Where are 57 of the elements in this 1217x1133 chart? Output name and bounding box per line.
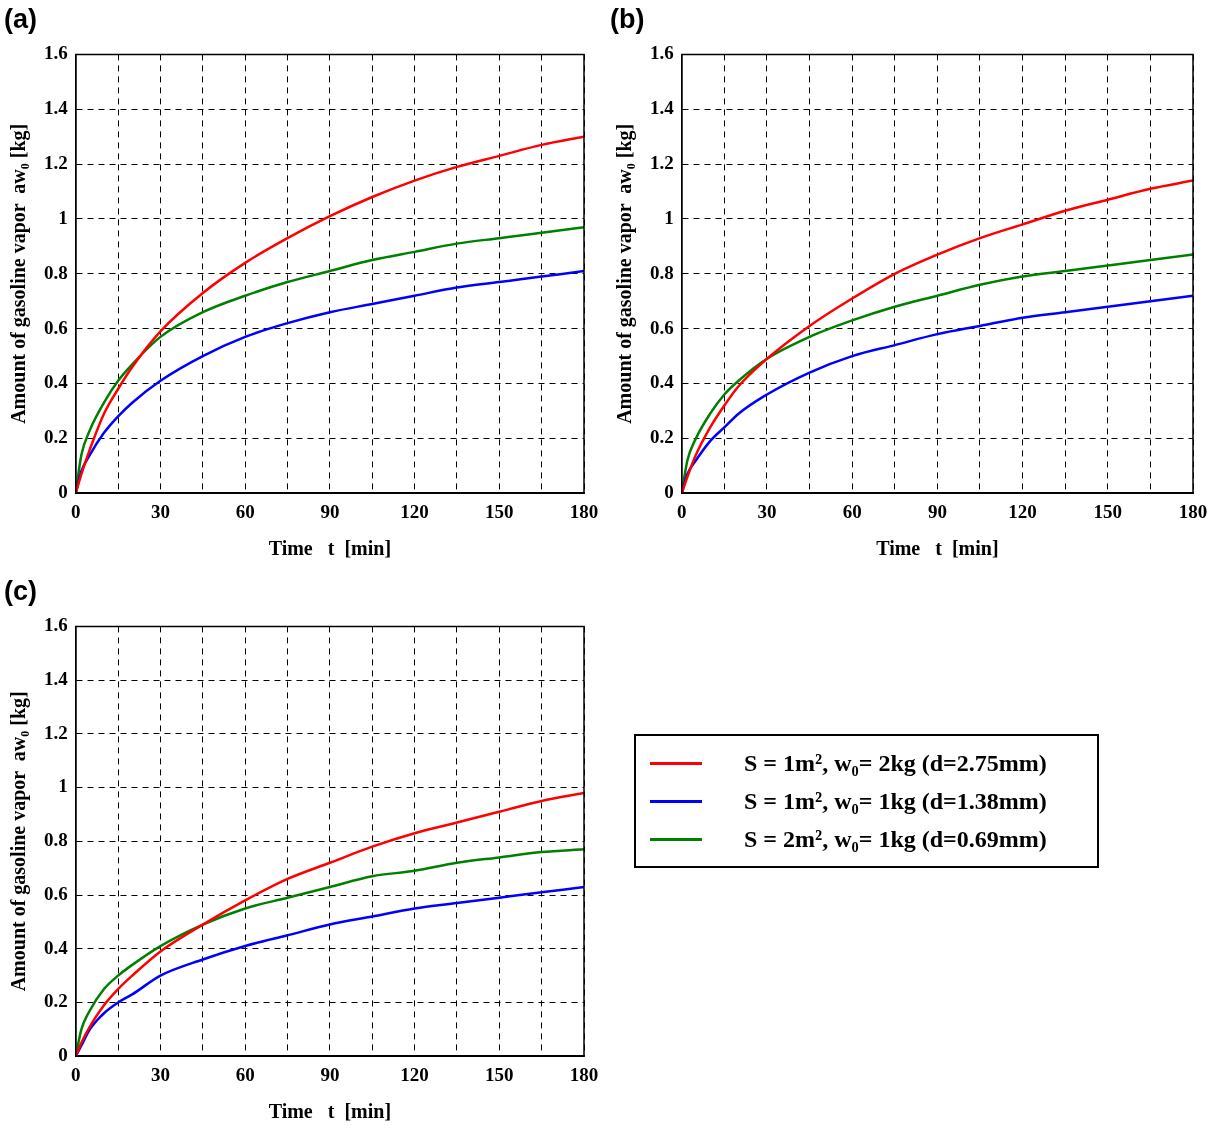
x-tick-label: 180 xyxy=(569,500,599,522)
x-tick-label: 30 xyxy=(150,1063,170,1085)
y-tick-label: 1.4 xyxy=(44,97,69,119)
y-tick-label: 0.6 xyxy=(44,316,68,338)
chart-title: (a) xyxy=(4,3,37,34)
x-axis-title: Time t [min] xyxy=(268,1100,392,1123)
x-tick-label: 120 xyxy=(400,1063,429,1085)
x-tick-label: 150 xyxy=(485,500,514,522)
y-tick-label: 0.8 xyxy=(650,261,674,283)
y-tick-label: 1 xyxy=(664,206,674,228)
legend-label: S = 1m², w₀= 2kg (d=2.75mm) xyxy=(744,749,1047,777)
x-tick-label: 150 xyxy=(1093,500,1123,522)
y-tick-label: 1.6 xyxy=(44,614,68,636)
x-tick-label: 120 xyxy=(1008,500,1037,522)
y-tick-label: 1.2 xyxy=(650,152,674,174)
legend-label: S = 1m², w₀= 1kg (d=1.38mm) xyxy=(744,787,1047,815)
y-tick-label: 0 xyxy=(664,481,674,503)
y-tick-label: 0.4 xyxy=(650,371,675,393)
y-tick-label: 1.4 xyxy=(650,97,675,119)
x-tick-label: 150 xyxy=(485,1063,514,1085)
y-tick-label: 0.2 xyxy=(650,426,674,448)
y-tick-label: 1.6 xyxy=(44,42,68,64)
x-tick-label: 90 xyxy=(320,500,340,522)
y-tick-label: 0 xyxy=(58,481,68,503)
x-tick-label: 120 xyxy=(400,500,429,522)
x-tick-label: 30 xyxy=(757,500,777,522)
y-tick-label: 1.2 xyxy=(44,721,68,743)
x-tick-label: 90 xyxy=(320,1063,340,1085)
y-tick-label: 0.6 xyxy=(650,316,674,338)
y-tick-label: 1 xyxy=(58,206,68,228)
x-tick-label: 90 xyxy=(927,500,947,522)
y-axis-title: Amount of gasoline vapor aw₀ [kg] xyxy=(613,123,637,424)
x-axis-title: Time t [min] xyxy=(876,537,999,560)
y-axis-title: Amount of gasoline vapor aw₀ [kg] xyxy=(7,123,31,424)
legend-label: S = 2m², w₀= 1kg (d=0.69mm) xyxy=(744,825,1047,853)
x-tick-label: 60 xyxy=(235,500,255,522)
y-tick-label: 1.6 xyxy=(650,42,674,64)
x-tick-label: 60 xyxy=(842,500,862,522)
y-tick-label: 0.2 xyxy=(44,990,68,1012)
chart-title: (b) xyxy=(610,3,645,34)
y-tick-label: 0.6 xyxy=(44,882,68,904)
y-tick-label: 1 xyxy=(58,775,68,797)
y-tick-label: 0.8 xyxy=(44,261,68,283)
y-tick-label: 0.4 xyxy=(44,371,69,393)
y-axis-title: Amount of gasoline vapor aw₀ [kg] xyxy=(7,691,31,992)
x-tick-label: 30 xyxy=(150,500,170,522)
x-tick-label: 180 xyxy=(569,1063,599,1085)
y-tick-label: 0.2 xyxy=(44,426,68,448)
x-tick-label: 60 xyxy=(235,1063,255,1085)
y-tick-label: 0.8 xyxy=(44,829,68,851)
y-tick-label: 1.4 xyxy=(44,668,69,690)
y-tick-label: 0 xyxy=(58,1044,68,1066)
y-tick-label: 0.4 xyxy=(44,936,69,958)
chart-title: (c) xyxy=(4,575,37,606)
x-axis-title: Time t [min] xyxy=(268,537,392,560)
x-tick-label: 180 xyxy=(1178,500,1208,522)
y-tick-label: 1.2 xyxy=(44,152,68,174)
